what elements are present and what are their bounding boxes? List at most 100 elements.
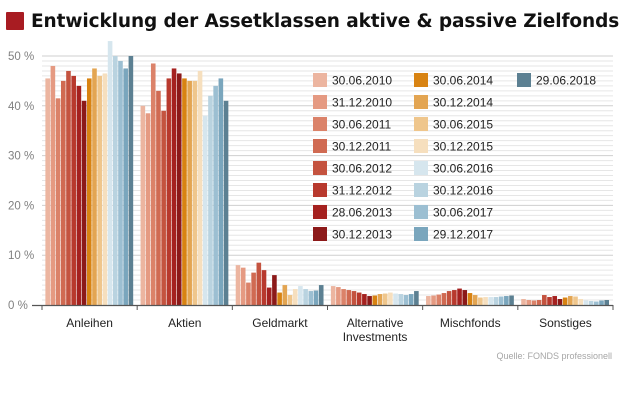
bar bbox=[182, 78, 187, 305]
bar bbox=[246, 282, 251, 305]
bar bbox=[393, 293, 398, 305]
legend-swatch bbox=[313, 95, 327, 109]
bar bbox=[318, 285, 324, 305]
bar bbox=[50, 65, 56, 306]
bar bbox=[504, 296, 509, 305]
bar bbox=[568, 296, 573, 305]
bar bbox=[578, 299, 584, 305]
legend-label: 29.06.2018 bbox=[536, 74, 596, 88]
bar bbox=[452, 290, 457, 305]
legend-swatch bbox=[313, 139, 327, 153]
bar bbox=[483, 297, 488, 305]
bar bbox=[112, 56, 118, 305]
bar bbox=[467, 293, 473, 305]
bar bbox=[408, 294, 414, 305]
legend-swatch bbox=[414, 73, 428, 87]
legend-label: 31.12.2012 bbox=[332, 184, 392, 198]
bar bbox=[176, 73, 182, 306]
legend-swatch bbox=[517, 73, 531, 87]
bar bbox=[261, 270, 267, 305]
legend-label: 30.06.2010 bbox=[332, 74, 392, 88]
bar bbox=[123, 68, 128, 305]
bar bbox=[223, 100, 229, 305]
bar bbox=[66, 70, 71, 305]
bar bbox=[55, 98, 61, 305]
bar bbox=[272, 275, 277, 305]
legend-swatch bbox=[414, 205, 428, 219]
bar bbox=[218, 78, 224, 305]
bar bbox=[573, 296, 578, 305]
y-tick-label: 0 % bbox=[8, 300, 28, 312]
bar bbox=[509, 295, 514, 305]
bar bbox=[498, 296, 504, 305]
legend-swatch bbox=[313, 183, 327, 197]
source-note: Quelle: FONDS professionell bbox=[496, 351, 612, 361]
bar bbox=[557, 299, 563, 305]
chart-title: Entwicklung der Assetklassen aktive & pa… bbox=[31, 10, 620, 32]
bar bbox=[292, 289, 298, 305]
legend-swatch bbox=[414, 95, 428, 109]
legend-swatch bbox=[414, 117, 428, 131]
legend-label: 30.12.2014 bbox=[433, 96, 493, 110]
bar bbox=[403, 295, 409, 305]
legend-swatch bbox=[414, 227, 428, 241]
bar bbox=[588, 301, 594, 305]
bar bbox=[235, 265, 241, 305]
bar bbox=[107, 41, 113, 306]
bar bbox=[531, 300, 537, 305]
legend: 30.06.2010 31.12.2010 30.06.2011 30.12.2011… bbox=[313, 73, 596, 242]
chart-title-bar: Entwicklung der Assetklassen aktive & pa… bbox=[6, 8, 619, 34]
legend-swatch bbox=[313, 117, 327, 131]
bar bbox=[202, 115, 208, 305]
bar bbox=[86, 78, 92, 305]
y-tick-label: 50 % bbox=[8, 51, 34, 63]
x-tick-label: Aktien bbox=[168, 316, 201, 330]
bar bbox=[377, 294, 383, 305]
bar bbox=[313, 290, 319, 305]
bar bbox=[140, 105, 146, 305]
bar bbox=[282, 285, 288, 305]
bar bbox=[382, 293, 388, 305]
legend-swatch bbox=[414, 139, 428, 153]
bar bbox=[583, 300, 589, 305]
bar bbox=[298, 286, 303, 305]
bar bbox=[81, 100, 87, 305]
x-tick-label: Geldmarkt bbox=[252, 316, 308, 330]
y-tick-label: 20 % bbox=[8, 200, 34, 212]
bar bbox=[92, 68, 97, 305]
x-tick-label: Sonstiges bbox=[539, 316, 592, 330]
bar bbox=[457, 288, 462, 305]
bar bbox=[128, 56, 134, 305]
legend-swatch bbox=[414, 183, 428, 197]
bar bbox=[287, 295, 293, 305]
bar bbox=[118, 60, 123, 306]
bar bbox=[441, 293, 447, 305]
bar bbox=[208, 95, 213, 305]
bar bbox=[462, 290, 468, 305]
bar bbox=[552, 296, 558, 305]
bar bbox=[542, 295, 547, 305]
bar bbox=[488, 297, 494, 305]
bar bbox=[414, 291, 419, 305]
bar bbox=[362, 294, 367, 305]
gridlines bbox=[42, 55, 613, 301]
bar bbox=[102, 73, 108, 306]
bar bbox=[536, 300, 542, 305]
bar bbox=[150, 63, 156, 305]
bar bbox=[71, 75, 76, 305]
bars bbox=[45, 41, 610, 306]
bar bbox=[388, 292, 393, 305]
bar bbox=[161, 110, 166, 305]
bar bbox=[547, 297, 552, 305]
bar bbox=[426, 296, 431, 305]
legend-label: 30.12.2016 bbox=[433, 184, 493, 198]
legend-label: 30.06.2017 bbox=[433, 206, 493, 220]
bar bbox=[372, 295, 378, 305]
bar bbox=[594, 301, 599, 305]
y-tick-label: 10 % bbox=[8, 250, 34, 262]
bar bbox=[277, 292, 282, 305]
bar bbox=[166, 78, 172, 305]
bar bbox=[346, 290, 352, 305]
bar bbox=[356, 292, 362, 305]
y-tick-label: 40 % bbox=[8, 101, 34, 113]
